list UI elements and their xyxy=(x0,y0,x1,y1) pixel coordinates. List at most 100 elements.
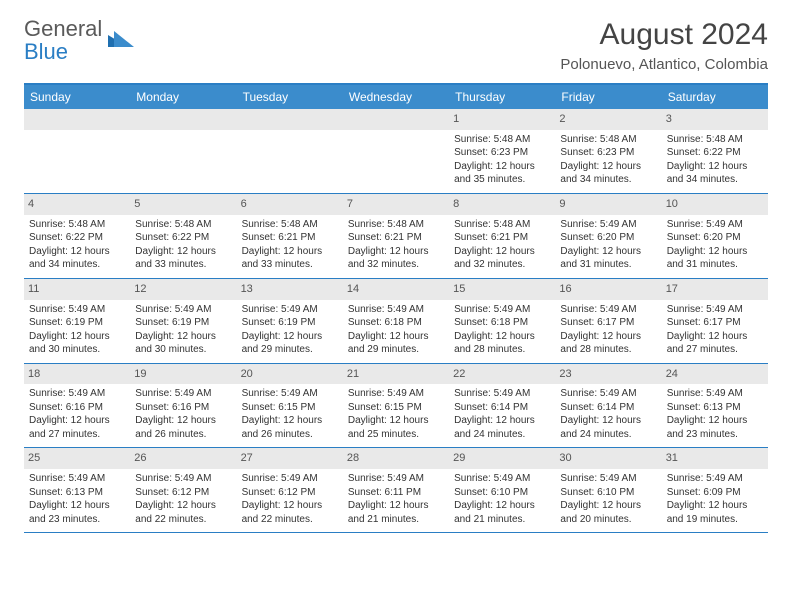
sunrise-text: Sunrise: 5:49 AM xyxy=(29,472,126,486)
day-number: 31 xyxy=(662,448,768,469)
daylight-text: Daylight: 12 hours and 29 minutes. xyxy=(242,330,339,357)
day-details: Sunrise: 5:49 AMSunset: 6:19 PMDaylight:… xyxy=(134,303,232,357)
daylight-text: Daylight: 12 hours and 22 minutes. xyxy=(242,499,339,526)
sunrise-text: Sunrise: 5:49 AM xyxy=(135,472,232,486)
day-number: 18 xyxy=(24,364,130,385)
day-number: 19 xyxy=(130,364,236,385)
sunrise-text: Sunrise: 5:49 AM xyxy=(348,472,445,486)
day-details: Sunrise: 5:49 AMSunset: 6:16 PMDaylight:… xyxy=(134,387,232,441)
week-row: 4Sunrise: 5:48 AMSunset: 6:22 PMDaylight… xyxy=(24,194,768,279)
day-cell: 11 Sunrise: 5:49 AMSunset: 6:19 PMDayligh… xyxy=(24,279,130,363)
sunrise-text: Sunrise: 5:48 AM xyxy=(454,218,551,232)
day-cell: 6Sunrise: 5:48 AMSunset: 6:21 PMDaylight… xyxy=(237,194,343,278)
day-cell: 10 Sunrise: 5:49 AMSunset: 6:20 PMDayligh… xyxy=(662,194,768,278)
day-cell: 20Sunrise: 5:49 AMSunset: 6:15 PMDayligh… xyxy=(237,364,343,448)
sunset-text: Sunset: 6:11 PM xyxy=(348,486,445,500)
day-number: 11 xyxy=(24,279,130,300)
day-cell: . xyxy=(343,109,449,193)
sunrise-text: Sunrise: 5:49 AM xyxy=(29,303,126,317)
day-details: Sunrise: 5:49 AMSunset: 6:15 PMDaylight:… xyxy=(241,387,339,441)
day-header-thursday: Thursday xyxy=(449,85,555,109)
day-number: 25 xyxy=(24,448,130,469)
daylight-text: Daylight: 12 hours and 23 minutes. xyxy=(29,499,126,526)
day-number: 21 xyxy=(343,364,449,385)
calendar-grid: SundayMondayTuesdayWednesdayThursdayFrid… xyxy=(24,83,768,533)
daylight-text: Daylight: 12 hours and 32 minutes. xyxy=(348,245,445,272)
day-details: Sunrise: 5:49 AMSunset: 6:10 PMDaylight:… xyxy=(559,472,657,526)
day-cell: 3Sunrise: 5:48 AMSunset: 6:22 PMDaylight… xyxy=(662,109,768,193)
day-cell: 12Sunrise: 5:49 AMSunset: 6:19 PMDayligh… xyxy=(130,279,236,363)
day-number: 8 xyxy=(449,194,555,215)
day-number: 27 xyxy=(237,448,343,469)
sunrise-text: Sunrise: 5:48 AM xyxy=(242,218,339,232)
sunset-text: Sunset: 6:19 PM xyxy=(29,316,126,330)
sunset-text: Sunset: 6:19 PM xyxy=(242,316,339,330)
day-cell: 21Sunrise: 5:49 AMSunset: 6:15 PMDayligh… xyxy=(343,364,449,448)
daylight-text: Daylight: 12 hours and 32 minutes. xyxy=(454,245,551,272)
day-cell: 8 Sunrise: 5:48 AMSunset: 6:21 PMDaylight… xyxy=(449,194,555,278)
sunset-text: Sunset: 6:20 PM xyxy=(560,231,657,245)
day-details: Sunrise: 5:49 AMSunset: 6:12 PMDaylight:… xyxy=(241,472,339,526)
daylight-text: Daylight: 12 hours and 34 minutes. xyxy=(560,160,657,187)
day-number: 16 xyxy=(555,279,661,300)
sunrise-text: Sunrise: 5:49 AM xyxy=(667,218,764,232)
sunrise-text: Sunrise: 5:49 AM xyxy=(560,387,657,401)
sunset-text: Sunset: 6:14 PM xyxy=(560,401,657,415)
day-details: Sunrise: 5:49 AMSunset: 6:15 PMDaylight:… xyxy=(347,387,445,441)
week-row: 18Sunrise: 5:49 AMSunset: 6:16 PMDayligh… xyxy=(24,364,768,449)
daylight-text: Daylight: 12 hours and 22 minutes. xyxy=(135,499,232,526)
logo: General Blue xyxy=(24,18,136,64)
daylight-text: Daylight: 12 hours and 21 minutes. xyxy=(454,499,551,526)
day-number: 7 xyxy=(343,194,449,215)
day-details: Sunrise: 5:49 AMSunset: 6:13 PMDaylight:… xyxy=(666,387,764,441)
day-cell: . xyxy=(130,109,236,193)
day-cell: . xyxy=(237,109,343,193)
daylight-text: Daylight: 12 hours and 26 minutes. xyxy=(135,414,232,441)
sunrise-text: Sunrise: 5:49 AM xyxy=(560,303,657,317)
day-number: 2 xyxy=(555,109,661,130)
daylight-text: Daylight: 12 hours and 19 minutes. xyxy=(667,499,764,526)
day-number: 10 xyxy=(662,194,768,215)
day-details: Sunrise: 5:49 AMSunset: 6:20 PMDaylight:… xyxy=(666,218,764,272)
day-details: Sunrise: 5:49 AMSunset: 6:19 PMDaylight:… xyxy=(28,303,126,357)
day-details: Sunrise: 5:48 AMSunset: 6:21 PMDaylight:… xyxy=(453,218,551,272)
day-cell: 16Sunrise: 5:49 AMSunset: 6:17 PMDayligh… xyxy=(555,279,661,363)
day-number: 23 xyxy=(555,364,661,385)
day-number: 4 xyxy=(24,194,130,215)
day-number: 29 xyxy=(449,448,555,469)
sunrise-text: Sunrise: 5:49 AM xyxy=(242,472,339,486)
day-header-wednesday: Wednesday xyxy=(343,85,449,109)
sunrise-text: Sunrise: 5:49 AM xyxy=(242,387,339,401)
daylight-text: Daylight: 12 hours and 31 minutes. xyxy=(560,245,657,272)
sunrise-text: Sunrise: 5:49 AM xyxy=(29,387,126,401)
logo-flag-icon xyxy=(108,29,136,56)
sunset-text: Sunset: 6:22 PM xyxy=(667,146,764,160)
day-number: 5 xyxy=(130,194,236,215)
daylight-text: Daylight: 12 hours and 20 minutes. xyxy=(560,499,657,526)
day-details: Sunrise: 5:48 AMSunset: 6:21 PMDaylight:… xyxy=(241,218,339,272)
sunrise-text: Sunrise: 5:49 AM xyxy=(242,303,339,317)
sunset-text: Sunset: 6:10 PM xyxy=(454,486,551,500)
day-number: 26 xyxy=(130,448,236,469)
day-details: Sunrise: 5:49 AMSunset: 6:12 PMDaylight:… xyxy=(134,472,232,526)
sunrise-text: Sunrise: 5:48 AM xyxy=(454,133,551,147)
sunset-text: Sunset: 6:16 PM xyxy=(135,401,232,415)
day-details: Sunrise: 5:48 AMSunset: 6:23 PMDaylight:… xyxy=(559,133,657,187)
day-number: . xyxy=(130,109,236,130)
day-number: 1 xyxy=(449,109,555,130)
day-header-monday: Monday xyxy=(130,85,236,109)
day-number: 30 xyxy=(555,448,661,469)
sunset-text: Sunset: 6:12 PM xyxy=(135,486,232,500)
daylight-text: Daylight: 12 hours and 27 minutes. xyxy=(29,414,126,441)
sunrise-text: Sunrise: 5:49 AM xyxy=(454,303,551,317)
month-title: August 2024 xyxy=(560,18,768,52)
day-details: Sunrise: 5:48 AMSunset: 6:22 PMDaylight:… xyxy=(666,133,764,187)
sunset-text: Sunset: 6:12 PM xyxy=(242,486,339,500)
day-number: 13 xyxy=(237,279,343,300)
daylight-text: Daylight: 12 hours and 35 minutes. xyxy=(454,160,551,187)
weeks-container: ....1Sunrise: 5:48 AMSunset: 6:23 PMDayl… xyxy=(24,109,768,533)
daylight-text: Daylight: 12 hours and 29 minutes. xyxy=(348,330,445,357)
day-details: Sunrise: 5:49 AMSunset: 6:14 PMDaylight:… xyxy=(559,387,657,441)
header: General Blue August 2024 Polonuevo, Atla… xyxy=(24,18,768,73)
sunset-text: Sunset: 6:13 PM xyxy=(29,486,126,500)
